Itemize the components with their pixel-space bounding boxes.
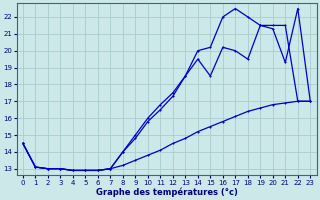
X-axis label: Graphe des températures (°c): Graphe des températures (°c) — [96, 187, 237, 197]
